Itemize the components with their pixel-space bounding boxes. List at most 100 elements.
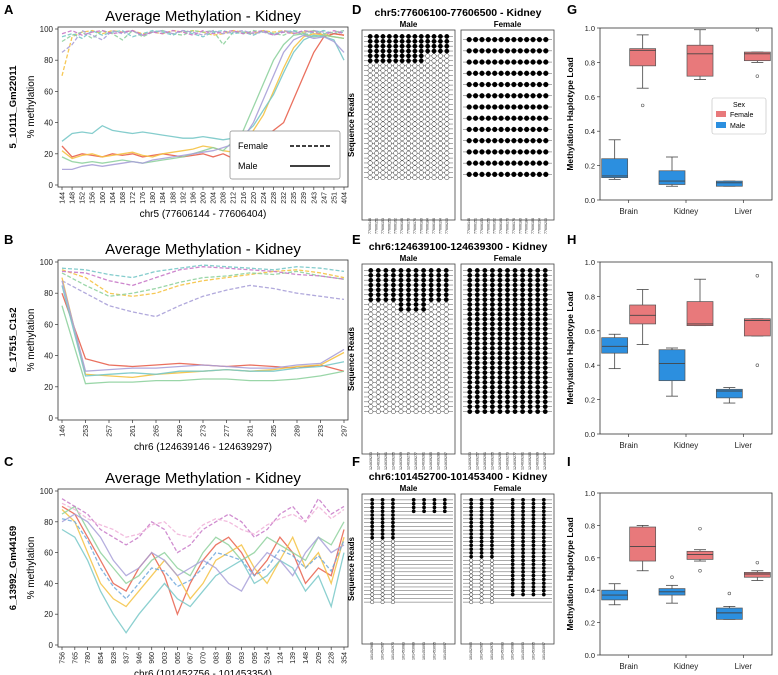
cpg-site [543, 70, 549, 76]
cpg-site [438, 111, 443, 117]
cpg-site [398, 394, 404, 400]
cpg-site [510, 588, 515, 593]
cpg-site [489, 365, 495, 371]
cpg-site [505, 302, 510, 307]
cpg-site [438, 175, 443, 180]
cpg-site [383, 292, 389, 298]
cpg-site [497, 321, 503, 327]
cpg-site [489, 384, 495, 390]
cpg-site [504, 160, 511, 166]
cpg-site [444, 72, 450, 78]
cpg-site [497, 268, 503, 273]
cpg-site [466, 138, 472, 144]
cpg-site [479, 558, 484, 563]
cpg-site [520, 316, 526, 322]
male-panel-label: Male [400, 254, 418, 263]
cpg-site [412, 34, 418, 39]
cpg-site [489, 355, 495, 361]
cpg-site [406, 311, 411, 317]
y-tick-label: 0.2 [585, 396, 595, 405]
male-outlier [727, 591, 732, 596]
female-series-line [61, 269, 345, 297]
cpg-site [367, 126, 373, 132]
cpg-site [479, 562, 484, 567]
category-label: Kidney [674, 441, 698, 450]
panel-label-h: H [567, 232, 576, 247]
cpg-site [541, 535, 546, 540]
cpg-site [368, 355, 374, 361]
y-tick-label: 0.2 [585, 619, 595, 628]
cpg-site [422, 509, 426, 514]
cpg-site [482, 272, 488, 278]
cpg-site [399, 175, 405, 180]
cpg-site [370, 562, 375, 567]
cpg-site [391, 573, 395, 578]
cpg-site [541, 539, 546, 544]
male-panel-label: Male [400, 20, 418, 29]
y-tick-label: 40 [44, 579, 53, 588]
cpg-site [504, 126, 511, 133]
cpg-site [479, 528, 484, 533]
cpg-site [482, 287, 488, 293]
female-outlier [698, 526, 702, 531]
cpg-site [374, 136, 379, 142]
cpg-site [421, 394, 427, 400]
cpg-site [497, 311, 503, 317]
male-box [715, 607, 743, 620]
cpg-site [399, 53, 405, 59]
cpg-site [421, 341, 427, 346]
cpg-site [380, 102, 386, 107]
cpg-site [527, 350, 533, 356]
cpg-site [543, 115, 549, 121]
cpg-site [383, 326, 389, 332]
cpg-site [466, 59, 472, 65]
cpg-site [530, 37, 536, 43]
cpg-site [512, 345, 518, 351]
cpg-site [467, 302, 473, 307]
cpg-site [390, 404, 396, 410]
cpg-site [421, 375, 427, 380]
y-tick-label: 100 [40, 25, 54, 34]
cpg-site [490, 520, 494, 525]
cpg-site [482, 316, 488, 322]
cpg-position-label: 124639285 [429, 452, 433, 470]
cpg-site [413, 306, 419, 312]
cpg-site [393, 43, 399, 49]
cpg-site [512, 292, 518, 298]
cpg-site [479, 520, 484, 525]
cpg-site [406, 126, 411, 132]
cpg-site [531, 543, 536, 548]
cpg-site [541, 581, 546, 586]
cpg-site [505, 306, 510, 312]
cpg-site [521, 520, 525, 525]
cpg-site [531, 550, 536, 555]
cpg-site [485, 59, 491, 65]
cpg-site [497, 282, 503, 288]
cpg-site [375, 360, 381, 366]
cpg-site [444, 48, 450, 54]
cpg-site [383, 277, 389, 283]
cpg-site [479, 37, 485, 43]
y-axis-label: % methylation [26, 537, 37, 600]
cpg-site [383, 268, 389, 273]
cpg-site [443, 311, 449, 317]
male-series-line [61, 34, 345, 142]
cpg-site [438, 92, 443, 98]
cpg-site [370, 592, 375, 597]
x-tick-label: 168 [120, 192, 127, 204]
cpg-position-label: 124639289 [437, 452, 441, 470]
cpg-site [386, 87, 392, 93]
cpg-site [479, 543, 484, 548]
cpg-site [368, 316, 374, 322]
cpg-site [368, 282, 374, 288]
cpg-site [521, 509, 525, 514]
cpg-site [393, 126, 399, 132]
cpg-position-label: 101453097 [443, 642, 447, 660]
cpg-site [413, 360, 419, 366]
cpg-site [536, 81, 543, 88]
cpg-site [368, 379, 374, 385]
cpg-site [524, 149, 530, 155]
x-tick-label: 232 [281, 192, 288, 204]
cpg-site [489, 292, 495, 298]
cpg-site [383, 355, 389, 361]
